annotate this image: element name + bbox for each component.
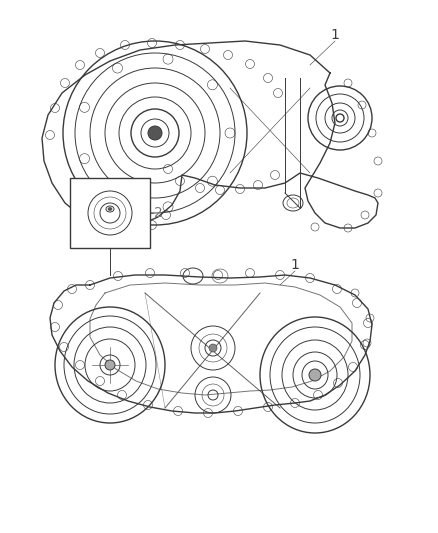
Text: 1: 1 [290, 258, 300, 272]
Bar [70, 178, 150, 248]
Ellipse shape [148, 126, 162, 140]
Ellipse shape [105, 360, 115, 370]
Ellipse shape [309, 369, 321, 381]
Ellipse shape [209, 344, 217, 352]
Ellipse shape [108, 207, 112, 211]
Text: 2: 2 [154, 206, 163, 220]
Text: 1: 1 [331, 28, 339, 42]
